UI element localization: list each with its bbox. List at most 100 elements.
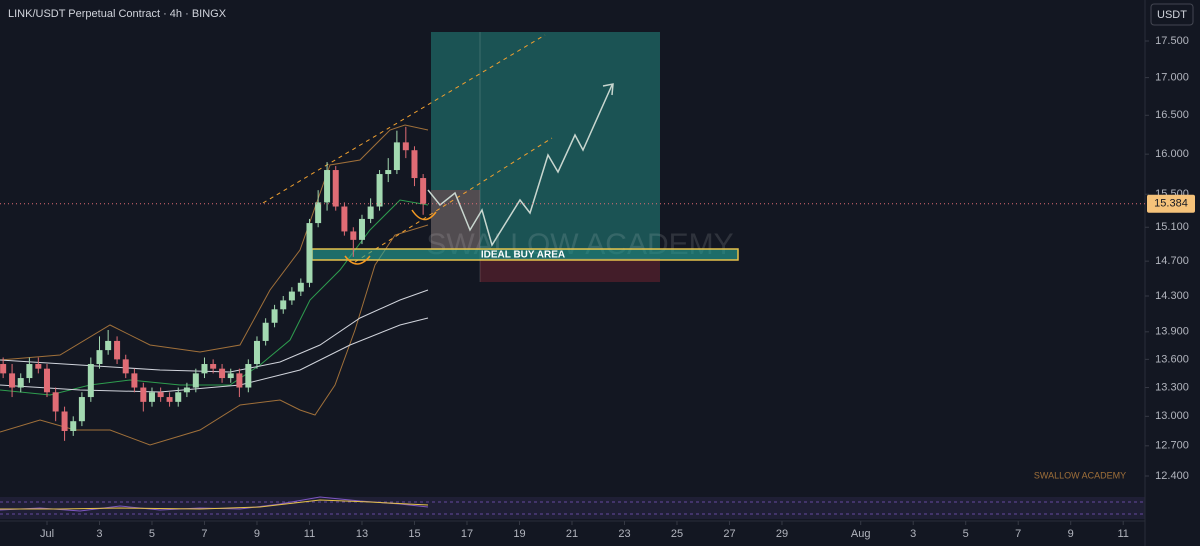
y-tick-label: 14.700 [1155,255,1189,267]
currency-button[interactable] [1150,3,1194,26]
moving-average-mid [0,289,429,373]
candle-body [183,387,190,393]
candle-body [26,364,33,379]
x-tick-label: 17 [461,528,473,540]
x-tick-label: 5 [149,528,155,540]
x-tick-label: 7 [1015,528,1021,540]
candle-body [87,364,94,398]
x-tick-label: 15 [408,528,420,540]
candle-body [105,340,112,351]
channel-line [354,137,553,263]
x-tick-label: 7 [201,528,207,540]
candle-body [96,350,103,365]
x-tick-label: 27 [723,528,735,540]
candle-body [245,364,252,388]
candle-body [43,368,50,393]
x-tick-label: 13 [356,528,368,540]
candle-body [332,170,339,207]
stop-zone [431,190,480,250]
x-tick-label: 11 [1118,528,1129,540]
candle-body [271,309,278,323]
candle-body [262,322,269,341]
band-upper [0,124,429,361]
highlight-arc [344,255,371,265]
x-tick-label: 29 [776,528,788,540]
candle-body [17,378,24,388]
projection-arrow [602,83,614,96]
candle-body [402,142,409,151]
candle-body [367,206,374,219]
x-tick-label: 9 [254,528,260,540]
candle-body [78,397,85,422]
candle-body [236,373,243,388]
currency-label: USDT [1157,9,1187,21]
candle-body [393,142,400,171]
x-tick-label: 21 [566,528,578,540]
candle-body [70,421,77,431]
candle-body [253,340,260,365]
candle-body [201,364,208,374]
chart-title: LINK/USDT Perpetual Contract · 4h · BING… [8,8,227,20]
oscillator-band [0,497,1145,519]
candle-body [219,368,226,379]
candle-body [411,150,418,179]
candle-body [297,282,304,292]
candle-body [420,178,427,204]
y-tick-label: 13.600 [1155,353,1189,365]
candle-body [192,373,199,388]
candle-body [324,170,331,203]
candle-body [280,300,287,310]
y-tick-label: 15.100 [1155,221,1189,233]
candle-body [131,373,138,388]
x-tick-label: 11 [304,528,315,540]
y-tick-label: 17.000 [1155,72,1189,84]
candle-body [350,231,357,240]
oscillator-signal [0,499,429,510]
y-tick-label: 14.300 [1155,290,1189,302]
candle-body [175,392,182,402]
candle-body [114,340,121,360]
candle-body [210,364,217,369]
candle-body [385,170,392,175]
last-price-box [1147,194,1195,213]
x-tick-label: Jul [40,528,54,540]
y-tick-label: 13.900 [1155,326,1189,338]
x-tick-label: 5 [963,528,969,540]
projection-path [427,84,613,247]
y-tick-label: 17.500 [1155,35,1189,47]
highlight-arc [411,209,437,221]
x-tick-label: 19 [513,528,525,540]
x-tick-label: 3 [910,528,916,540]
candle-body [341,206,348,232]
candle-body [35,364,42,369]
candle-body [122,359,129,374]
x-tick-label: 23 [618,528,630,540]
target-zone [431,32,660,250]
buy-area-label: IDEAL BUY AREA [481,250,565,261]
y-tick-label: 16.500 [1155,109,1189,121]
stop-zone [480,258,660,282]
last-price-label: 15.384 [1154,198,1188,210]
y-tick-label: 16.000 [1155,148,1189,160]
y-tick-label: 12.700 [1155,440,1189,452]
credit: SWALLOW ACADEMY [1034,470,1126,480]
candle-body [315,202,322,224]
x-tick-label: 3 [96,528,102,540]
band-lower [0,224,429,446]
candle-body [227,373,234,379]
channel-line [262,34,546,204]
candle-body [140,387,147,402]
candle-body [306,223,313,283]
x-tick-label: 25 [671,528,683,540]
candle-body [0,364,7,374]
x-tick-label: 9 [1068,528,1074,540]
candle-body [52,392,59,412]
y-tick-label: 12.400 [1155,470,1189,482]
candle-body [148,392,155,402]
candle-body [166,397,173,402]
x-tick-label: Aug [851,528,871,540]
y-tick-label: 13.300 [1155,381,1189,393]
candle-body [9,373,16,388]
